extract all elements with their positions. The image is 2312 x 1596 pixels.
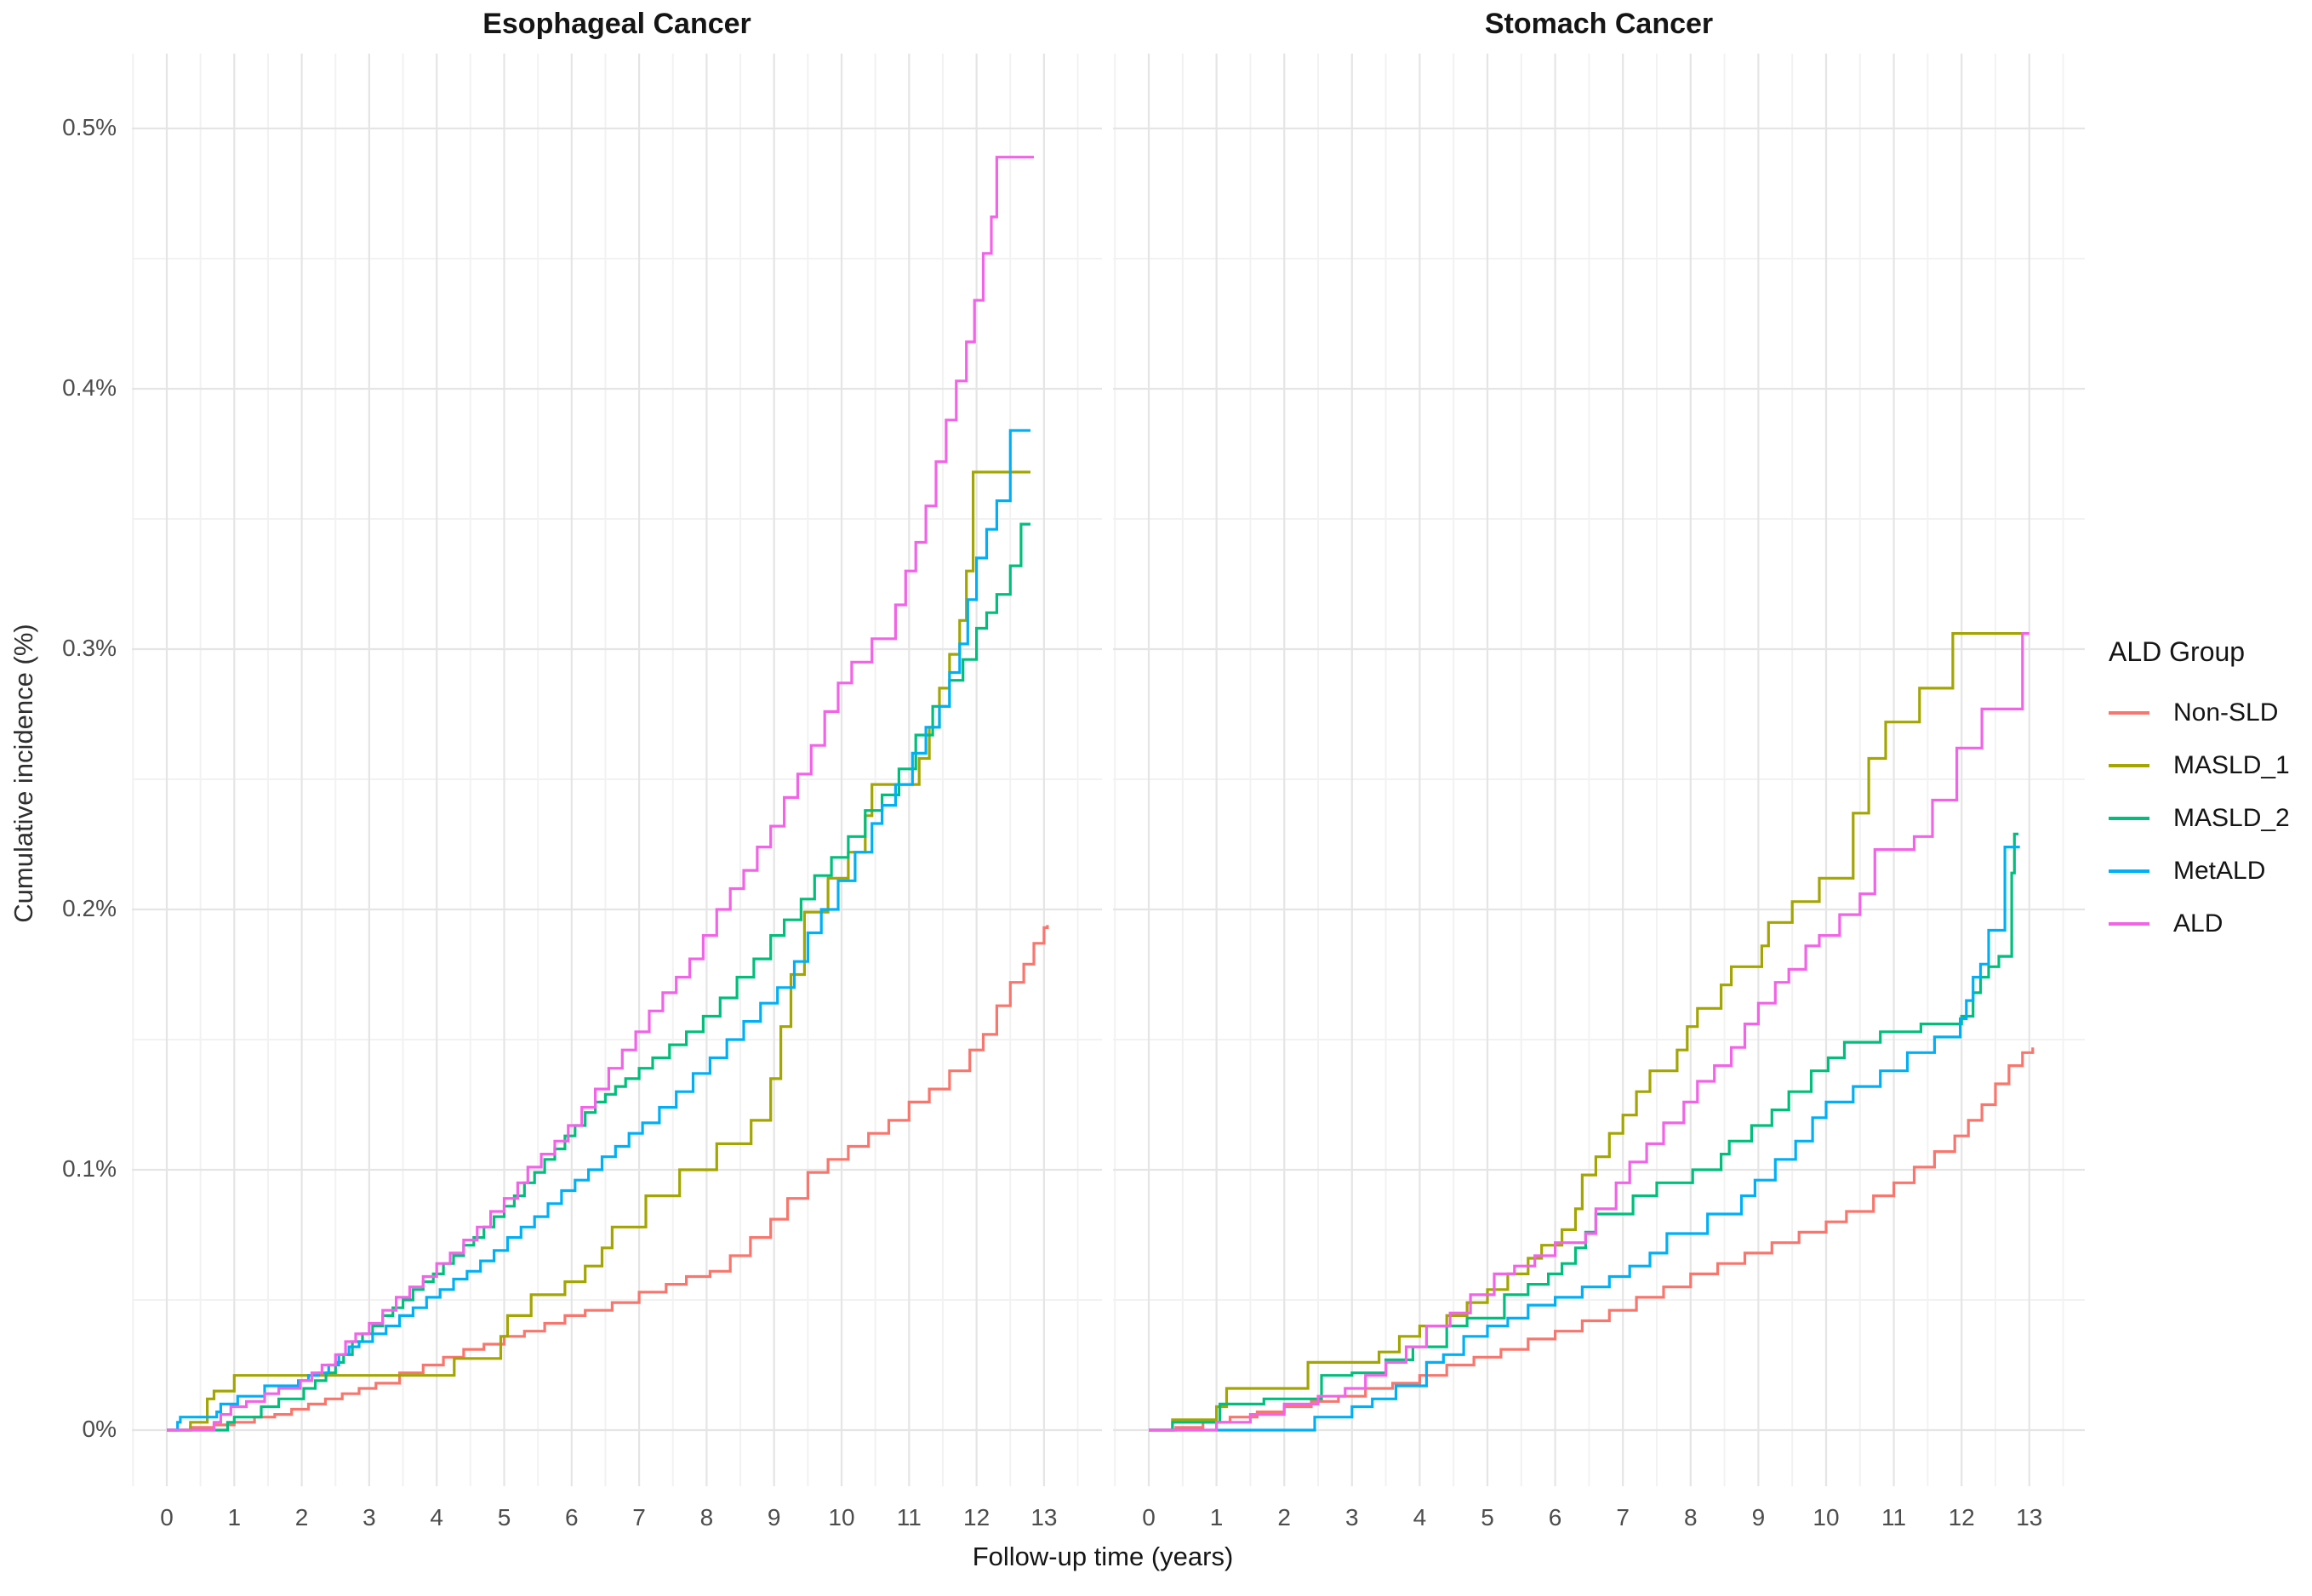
x-tick-label-stomach-6: 6 [1548,1504,1562,1530]
x-axis-title: Follow-up time (years) [972,1542,1234,1571]
legend: ALD Group Non-SLD MASLD_1 MASLD_2 MetALD ALD [2109,636,2290,950]
x-tick-label-esophageal-11: 11 [896,1504,922,1530]
x-tick-label-stomach-8: 8 [1684,1504,1698,1530]
legend-line-swatch-icon [2109,922,2149,926]
gridlines-esophageal [132,54,1102,1486]
series-line-stomach-non-sld [1149,1047,2035,1432]
x-tick-label-stomach-10: 10 [1812,1504,1840,1530]
y-axis-title: Cumulative incidence (%) [9,624,38,923]
x-tick-label-esophageal-1: 1 [227,1504,242,1530]
x-tick-label-esophageal-13: 13 [1030,1504,1058,1530]
x-tick-label-stomach-4: 4 [1413,1504,1427,1530]
series-line-stomach-metald [1149,846,2020,1432]
facet-title-stomach: Stomach Cancer [1484,8,1714,40]
legend-line-swatch-icon [2109,764,2149,767]
legend-item-label: MetALD [2173,857,2266,885]
x-tick-label-stomach-3: 3 [1345,1504,1359,1530]
x-tick-label-esophageal-0: 0 [160,1504,174,1530]
gridlines-stomach [1113,54,2085,1486]
legend-line-swatch-icon [2109,869,2149,873]
series-line-stomach-masld_1 [1149,632,2023,1432]
x-tick-label-stomach-12: 12 [1948,1504,1975,1530]
x-tick-label-esophageal-4: 4 [430,1504,443,1530]
x-tick-label-stomach-1: 1 [1209,1504,1224,1530]
legend-item-label: MASLD_2 [2173,804,2290,832]
legend-item-label: ALD [2173,909,2224,938]
series-line-stomach-ald [1149,632,2029,1432]
x-tick-label-esophageal-6: 6 [565,1504,579,1530]
x-tick-label-stomach-11: 11 [1881,1504,1907,1530]
legend-line-swatch-icon [2109,817,2149,820]
x-tick-label-esophageal-3: 3 [362,1504,376,1530]
x-tick-label-stomach-0: 0 [1142,1504,1156,1530]
x-tick-label-esophageal-10: 10 [828,1504,855,1530]
facet-title-esophageal: Esophageal Cancer [482,8,751,40]
x-tick-label-stomach-7: 7 [1616,1504,1630,1530]
legend-items: Non-SLD MASLD_1 MASLD_2 MetALD ALD [2109,687,2290,950]
legend-item-non-sld: Non-SLD [2109,687,2290,739]
y-tick-label-0%: 0% [82,1416,117,1442]
x-tick-label-esophageal-5: 5 [497,1504,511,1530]
y-tick-label-0.4%: 0.4% [62,374,117,401]
y-tick-label-0.5%: 0.5% [62,114,117,140]
legend-item-masld_1: MASLD_1 [2109,739,2290,792]
legend-item-label: MASLD_1 [2173,751,2290,779]
x-tick-label-esophageal-7: 7 [632,1504,646,1530]
x-tick-label-stomach-5: 5 [1481,1504,1494,1530]
y-tick-label-0.3%: 0.3% [62,635,117,661]
legend-item-ald: ALD [2109,898,2290,950]
legend-line-swatch-icon [2109,711,2149,715]
x-tick-label-esophageal-8: 8 [699,1504,714,1530]
x-tick-label-stomach-13: 13 [2016,1504,2043,1530]
y-tick-label-0.2%: 0.2% [62,895,117,921]
legend-item-masld_2: MASLD_2 [2109,792,2290,845]
legend-item-label: Non-SLD [2173,698,2279,727]
series-line-esophageal-ald [167,156,1034,1432]
x-tick-label-stomach-2: 2 [1277,1504,1291,1530]
y-tick-label-0.1%: 0.1% [62,1155,117,1182]
x-tick-label-esophageal-12: 12 [963,1504,990,1530]
legend-title: ALD Group [2109,636,2246,667]
series-line-esophageal-non-sld [167,925,1049,1432]
x-tick-label-esophageal-9: 9 [767,1504,781,1530]
x-tick-label-stomach-9: 9 [1751,1504,1766,1530]
series-line-stomach-masld_2 [1149,832,2019,1432]
x-tick-label-esophageal-2: 2 [294,1504,309,1530]
legend-item-metald: MetALD [2109,845,2290,898]
